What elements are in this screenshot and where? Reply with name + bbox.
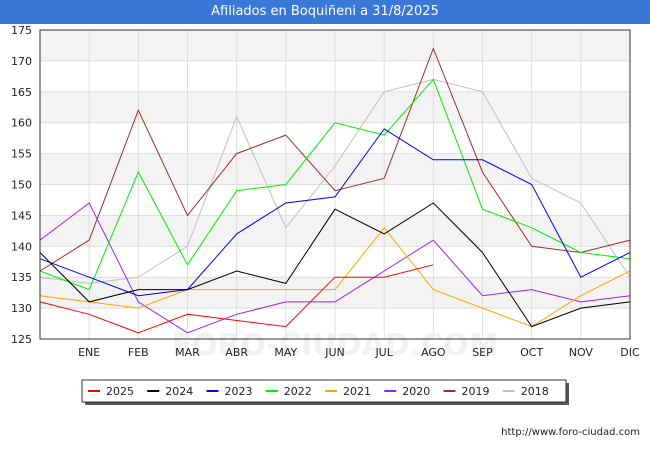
legend-label-2018: 2018 — [521, 385, 549, 398]
y-tick-label: 130 — [11, 302, 32, 315]
y-tick-label: 160 — [11, 117, 32, 130]
x-tick-label: OCT — [520, 346, 543, 359]
watermark: FORO-CIUDAD.COM — [172, 328, 499, 363]
x-tick-label: DIC — [620, 346, 640, 359]
legend-label-2024: 2024 — [165, 385, 193, 398]
x-tick-label: ABR — [225, 346, 248, 359]
y-tick-label: 170 — [11, 55, 32, 68]
series-line-2025 — [39, 264, 434, 334]
legend-label-2020: 2020 — [402, 385, 430, 398]
y-tick-label: 165 — [11, 86, 32, 99]
chart-title: Afiliados en Boquiñeni a 31/8/2025 — [211, 4, 439, 19]
source-url: http://www.foro-ciudad.com — [501, 427, 640, 438]
x-tick-label: ENE — [78, 346, 100, 359]
y-tick-label: 125 — [11, 333, 32, 346]
series-line-2023 — [39, 128, 631, 297]
x-tick-label: JUL — [374, 346, 393, 359]
series-lines — [39, 47, 631, 334]
legend-label-2021: 2021 — [343, 385, 371, 398]
legend-label-2019: 2019 — [462, 385, 490, 398]
series-line-2024 — [39, 202, 631, 328]
y-tick-label: 145 — [11, 209, 32, 222]
series-line-2018 — [39, 78, 631, 284]
legend-box — [81, 379, 567, 403]
x-tick-label: SEP — [472, 346, 493, 359]
series-line-2022 — [39, 78, 631, 291]
legend: 2025 2024 2023 2022 2021 2020 2019 2018 — [81, 379, 569, 405]
series-line-2019 — [39, 47, 631, 272]
x-tick-label: MAR — [175, 346, 200, 359]
title-bar: Afiliados en Boquiñeni a 31/8/2025 — [0, 0, 650, 24]
legend-label-2022: 2022 — [284, 385, 312, 398]
y-tick-label: 135 — [11, 271, 32, 284]
x-tick-label: JUN — [324, 346, 345, 359]
legend-label-2025: 2025 — [106, 385, 134, 398]
x-tick-label: FEB — [128, 346, 149, 359]
y-tick-label: 140 — [11, 240, 32, 253]
x-tick-labels: ENE FEB MAR ABR MAY JUN JUL AGO SEP OCT NOV DIC — [78, 346, 640, 359]
legend-label-2023: 2023 — [225, 385, 253, 398]
x-tick-label: AGO — [421, 346, 446, 359]
x-tick-label: MAY — [274, 346, 297, 359]
series-line-2020 — [39, 202, 631, 334]
x-tick-label: NOV — [569, 346, 594, 359]
y-tick-label: 155 — [11, 148, 32, 161]
plot-frame — [39, 29, 631, 340]
y-tick-label: 150 — [11, 179, 32, 192]
y-tick-labels: 125 130 135 140 145 150 155 160 165 170 175 — [11, 24, 32, 346]
y-tick-label: 175 — [11, 24, 32, 37]
